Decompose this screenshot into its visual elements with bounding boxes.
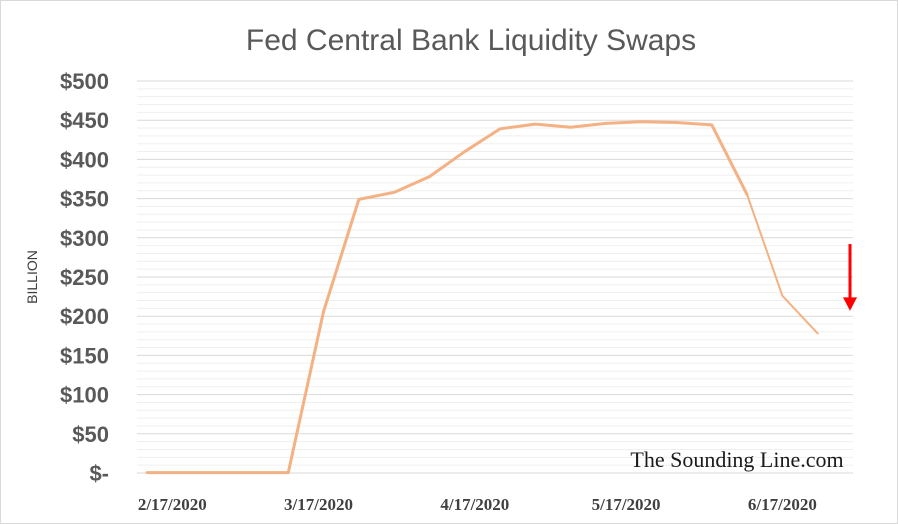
y-tick-label: $500 (60, 69, 109, 94)
annotations (843, 244, 857, 311)
series-line (145, 120, 749, 475)
watermark-text: The Sounding Line.com (630, 447, 843, 472)
gridlines (137, 80, 853, 474)
x-tick-label: 3/17/2020 (284, 495, 353, 514)
chart-title: Fed Central Bank Liquidity Swaps (246, 24, 696, 57)
x-axis-ticks: 2/17/2020 3/17/2020 4/17/2020 5/17/2020 6/17… (138, 495, 817, 514)
y-tick-label: $450 (60, 108, 109, 133)
series-layer (145, 120, 819, 475)
y-tick-label: $250 (60, 265, 109, 290)
y-tick-label: $50 (72, 422, 109, 447)
y-axis-ticks: $- $50 $100 $150 $200 $250 $300 $350 $400 $450 $50… (60, 69, 109, 486)
x-tick-label: 4/17/2020 (440, 495, 509, 514)
y-tick-label: $200 (60, 304, 109, 329)
y-tick-label: $350 (60, 187, 109, 212)
x-tick-label: 6/17/2020 (748, 495, 817, 514)
x-tick-label: 2/17/2020 (138, 495, 207, 514)
arrow-head-icon (843, 297, 857, 311)
y-tick-label: $150 (60, 343, 109, 368)
y-tick-label: $400 (60, 147, 109, 172)
y-tick-label: $100 (60, 383, 109, 408)
y-tick-label: $300 (60, 226, 109, 251)
y-axis-label: BILLION (24, 250, 40, 304)
y-tick-label: $- (89, 461, 109, 486)
x-tick-label: 5/17/2020 (592, 495, 661, 514)
series-line-tail (746, 193, 819, 335)
